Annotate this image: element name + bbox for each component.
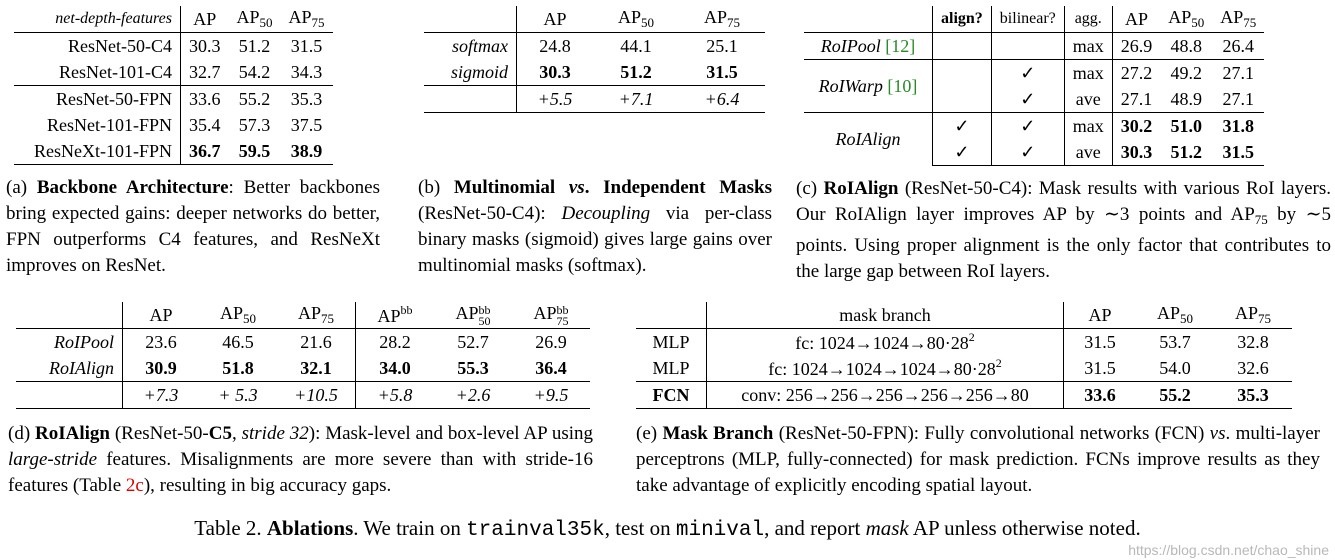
table-row: RoIAlign ✓ ✓ max 30.2 51.0 31.8: [804, 112, 1265, 166]
table-e-header-ap75: AP75: [1214, 302, 1292, 329]
table-row: +5.5 +7.1 +6.4: [424, 85, 765, 113]
table-a-header-ap50: AP50: [228, 6, 281, 33]
table-c-header-agg: agg.: [1063, 6, 1113, 33]
table-a-block: net-depth-features AP AP50 AP75 ResNet-5…: [6, 6, 394, 279]
table-b-caption: (b) Multinomial vs. Independent Masks (R…: [418, 177, 772, 276]
table-b-header-ap: AP: [516, 6, 593, 33]
table-row: MLP fc: 1024→1024→1024→80·282 31.5 54.0 …: [636, 355, 1292, 382]
table-b-block: AP AP50 AP75 softmax 24.8 44.1 25.1 sigmoid…: [418, 6, 778, 279]
table-row: ✓ ✓ ave 30.3 51.2 31.5: [804, 139, 1265, 166]
table-c-header-ap75: AP75: [1212, 6, 1265, 33]
table-row: +7.3 + 5.3 +10.5 +5.8 +2.6 +9.5: [16, 381, 590, 409]
table-d-header-apbb75: APbb 75: [512, 302, 590, 329]
table-row: RoIPool 23.6 46.5 21.6 28.2 52.7 26.9: [16, 328, 590, 355]
table-row: ✓ ave 27.1 48.9 27.1: [804, 86, 1264, 113]
table-row: ResNet-50-C4 30.3 51.2 31.5: [14, 32, 333, 59]
table-c-header-ap50: AP50: [1160, 6, 1213, 33]
watermark: https://blog.csdn.net/chao_shine: [1128, 542, 1329, 558]
table-row: sigmoid 30.3 51.2 31.5: [424, 59, 765, 86]
table-d-header-apbb: APbb: [355, 302, 434, 329]
table-a-header-ap75: AP75: [280, 6, 333, 33]
table-a-caption: (a) Backbone Architecture: Better backbo…: [6, 177, 380, 276]
table-d-header-ap75: AP75: [277, 302, 356, 329]
table-a-header-ap: AP: [180, 6, 229, 33]
table-b-header-ap75: AP75: [679, 6, 765, 33]
table-row: RoIWarp [10] ✓ max 27.2 49.2 27.1: [804, 59, 1265, 113]
table-c-header-align: align?: [932, 6, 992, 33]
table-e: mask branch AP AP50 AP75 MLP fc: 1024→10…: [636, 302, 1292, 409]
table-d-header-ap50: AP50: [199, 302, 277, 329]
table-c: align? bilinear? agg. AP AP50 AP75 RoIPo…: [804, 6, 1265, 166]
table-row: MLP fc: 1024→1024→80·282 31.5 53.7 32.8: [652, 328, 1269, 355]
table-c-header-bilinear: bilinear?: [990, 6, 1065, 33]
table-row: ResNet-101-FPN 35.4 57.3 37.5: [14, 112, 333, 138]
table-d-header-ap: AP: [122, 302, 199, 329]
table-row: ResNet-50-FPN 33.6 55.2 35.3: [14, 85, 333, 112]
table-row: softmax 24.8 44.1 25.1: [424, 32, 765, 59]
table-row: RoIPool [12] max 26.9 48.8 26.4: [804, 32, 1264, 60]
table-c-header-ap: AP: [1111, 6, 1161, 33]
table-c-block: align? bilinear? agg. AP AP50 AP75 RoIPo…: [796, 6, 1331, 285]
table-b-header-ap50: AP50: [593, 6, 679, 33]
table-a: net-depth-features AP AP50 AP75 ResNet-5…: [14, 6, 333, 165]
table-row: ResNet-101-C4 32.7 54.2 34.3: [14, 59, 333, 86]
table-row: FCN conv: 256→256→256→256→256→80 33.6 55…: [636, 381, 1292, 409]
main-caption: Table 2. Ablations. We train on trainval…: [194, 516, 1141, 542]
table-e-header-ap50: AP50: [1136, 302, 1214, 329]
table-e-header-ap: AP: [1063, 302, 1136, 329]
table-e-block: mask branch AP AP50 AP75 MLP fc: 1024→10…: [636, 302, 1326, 499]
table-c-caption: (c) RoIAlign (ResNet-50-C4): Mask result…: [796, 178, 1332, 282]
table-e-caption: (e) Mask Branch (ResNet-50-FPN): Fully c…: [636, 423, 1320, 496]
table-row: RoIAlign 30.9 51.8 32.1 34.0 55.3 36.4: [16, 355, 590, 382]
table-b: AP AP50 AP75 softmax 24.8 44.1 25.1 sigmoid…: [424, 6, 765, 113]
table-a-header-name: net-depth-features: [14, 6, 181, 33]
table-d-header-apbb50: APbb 50: [434, 302, 512, 329]
table-d-caption: (d) RoIAlign (ResNet-50-C5, stride 32): …: [8, 423, 593, 496]
table-row: ResNeXt-101-FPN 36.7 59.5 38.9: [14, 138, 333, 165]
table-d: AP AP50 AP75 APbb APbb 50 APbb 75 RoIPool …: [16, 302, 590, 409]
table-d-block: AP AP50 AP75 APbb APbb 50 APbb 75 RoIPool …: [8, 302, 603, 499]
table-e-header-branch: mask branch: [706, 302, 1064, 329]
